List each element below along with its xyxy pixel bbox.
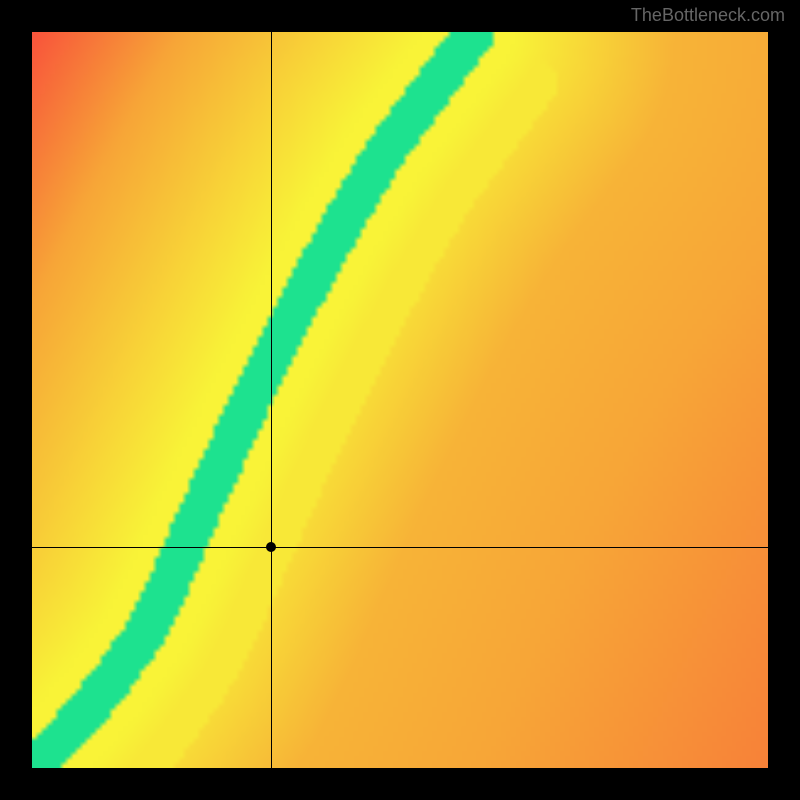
heatmap-plot [32,32,768,768]
crosshair-horizontal [32,547,768,548]
attribution-text: TheBottleneck.com [631,5,785,26]
heatmap-canvas [32,32,768,768]
marker-dot [266,542,276,552]
crosshair-vertical [271,32,272,768]
